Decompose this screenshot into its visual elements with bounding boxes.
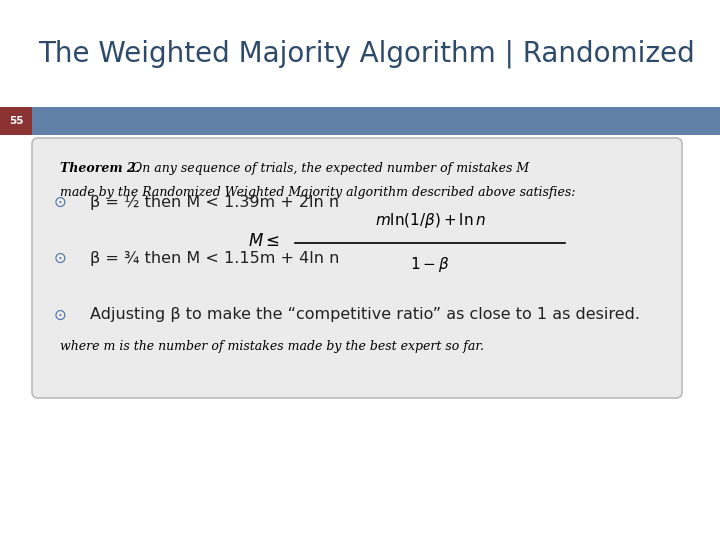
- Text: ⊙: ⊙: [53, 307, 66, 322]
- Text: Adjusting β to make the “competitive ratio” as close to 1 as desired.: Adjusting β to make the “competitive rat…: [90, 307, 640, 322]
- FancyBboxPatch shape: [32, 138, 682, 398]
- Text: β = ¾ then M < 1.15m + 4ln n: β = ¾ then M < 1.15m + 4ln n: [90, 251, 339, 266]
- Bar: [0, 107, 720, 135]
- Bar: [0, 107, 32, 135]
- Text: where m is the number of mistakes made by the best expert so far.: where m is the number of mistakes made b…: [60, 340, 484, 353]
- Text: The Weighted Majority Algorithm | Randomized: The Weighted Majority Algorithm | Random…: [38, 40, 695, 69]
- Text: $m\ln(1/\beta) + \ln n$: $m\ln(1/\beta) + \ln n$: [374, 211, 485, 230]
- Text: ⊙: ⊙: [53, 194, 66, 210]
- Text: 55: 55: [9, 116, 23, 126]
- Text: β = ½ then M < 1.39m + 2ln n: β = ½ then M < 1.39m + 2ln n: [90, 194, 339, 210]
- Text: Theorem 2.: Theorem 2.: [60, 162, 140, 175]
- Text: $1 - \beta$: $1 - \beta$: [410, 255, 450, 274]
- Text: made by the Randomized Weighted Majority algorithm described above satisfies:: made by the Randomized Weighted Majority…: [60, 186, 575, 199]
- Text: $M \leq$: $M \leq$: [248, 233, 280, 251]
- Text: ⊙: ⊙: [53, 251, 66, 266]
- Text: On any sequence of trials, the expected number of mistakes M: On any sequence of trials, the expected …: [128, 162, 529, 175]
